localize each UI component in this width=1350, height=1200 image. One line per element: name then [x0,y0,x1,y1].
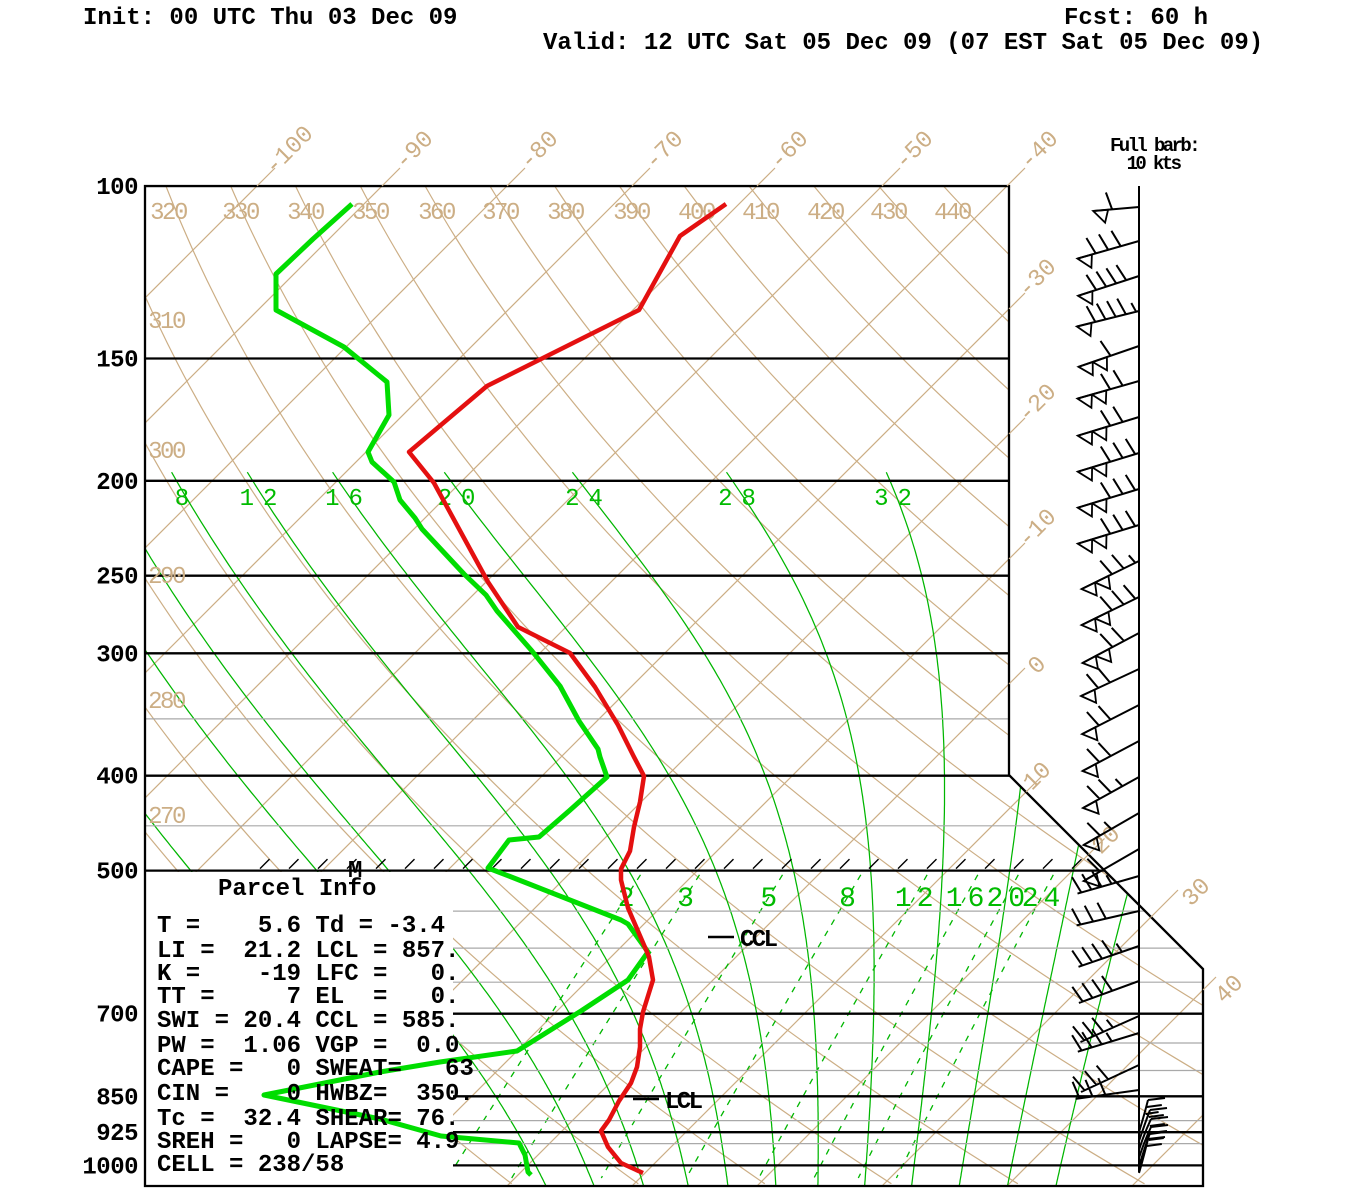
svg-text:Valid: 12 UTC Sat 05 Dec 09 (0: Valid: 12 UTC Sat 05 Dec 09 (07 EST Sat … [543,30,1263,57]
svg-text:SREH = 0 LAPSE= 4.9: SREH = 0 LAPSE= 4.9 [157,1129,459,1156]
svg-text:300: 300 [148,439,185,466]
svg-text:CCL: CCL [740,927,778,954]
svg-text:16: 16 [946,884,990,915]
svg-text:20: 20 [986,884,1030,915]
svg-text:SWI = 20.4 CCL = 585.: SWI = 20.4 CCL = 585. [157,1008,459,1035]
svg-text:410: 410 [742,200,779,227]
svg-text:925: 925 [96,1121,138,1148]
svg-text:360: 360 [418,200,455,227]
svg-text:PW = 1.06 VGP = 0.0: PW = 1.06 VGP = 0.0 [157,1033,459,1060]
svg-text:320: 320 [150,200,187,227]
svg-text:500: 500 [96,860,138,887]
svg-text:Parcel Info: Parcel Info [218,876,376,903]
svg-text:390: 390 [613,200,650,227]
svg-text:150: 150 [96,348,138,375]
svg-text:CAPE = 0 SWEAT= 63: CAPE = 0 SWEAT= 63 [157,1056,474,1083]
svg-text:280: 280 [148,689,185,716]
svg-text:TT = 7 EL = 0.: TT = 7 EL = 0. [157,984,459,1011]
svg-text:5: 5 [760,884,782,915]
svg-text:340: 340 [287,200,324,227]
svg-text:8: 8 [175,486,198,513]
svg-text:K = -19 LFC = 0.: K = -19 LFC = 0. [157,961,459,988]
svg-text:28: 28 [718,486,765,513]
svg-text:12: 12 [240,486,287,513]
svg-text:Tc = 32.4 SHEAR= 76.: Tc = 32.4 SHEAR= 76. [157,1106,459,1133]
svg-text:Fcst: 60 h: Fcst: 60 h [1064,5,1208,32]
svg-text:100: 100 [96,175,138,202]
svg-text:10 kts: 10 kts [1127,153,1182,175]
svg-text:24: 24 [565,486,612,513]
svg-text:400: 400 [96,765,138,792]
svg-text:430: 430 [870,200,907,227]
svg-text:LI = 21.2 LCL = 857.: LI = 21.2 LCL = 857. [157,938,459,965]
svg-text:250: 250 [96,565,138,592]
svg-text:8: 8 [839,884,861,915]
svg-text:32: 32 [874,486,921,513]
svg-text:440: 440 [934,200,971,227]
svg-text:Init: 00 UTC Thu 03 Dec 09: Init: 00 UTC Thu 03 Dec 09 [83,5,457,32]
svg-text:M: M [348,858,362,885]
svg-text:T = 5.6 Td = -3.4: T = 5.6 Td = -3.4 [157,913,445,940]
svg-text:850: 850 [96,1085,138,1112]
svg-text:LCL: LCL [665,1089,703,1116]
svg-text:270: 270 [148,804,185,831]
svg-text:200: 200 [96,470,138,497]
svg-text:16: 16 [325,486,372,513]
svg-text:3: 3 [677,884,699,915]
svg-text:300: 300 [96,642,138,669]
svg-text:290: 290 [148,564,185,591]
svg-text:310: 310 [148,309,185,336]
svg-text:Full barb:: Full barb: [1110,135,1198,157]
svg-text:700: 700 [96,1003,138,1030]
svg-text:380: 380 [547,200,584,227]
svg-text:12: 12 [895,884,939,915]
svg-text:24: 24 [1022,884,1066,915]
svg-text:CELL = 238/58: CELL = 238/58 [157,1152,344,1179]
svg-text:350: 350 [352,200,389,227]
svg-text:1000: 1000 [82,1154,138,1181]
svg-text:420: 420 [807,200,844,227]
svg-text:CIN = 0 HWBZ= 350.: CIN = 0 HWBZ= 350. [157,1081,474,1108]
svg-text:370: 370 [482,200,519,227]
svg-text:330: 330 [222,200,259,227]
